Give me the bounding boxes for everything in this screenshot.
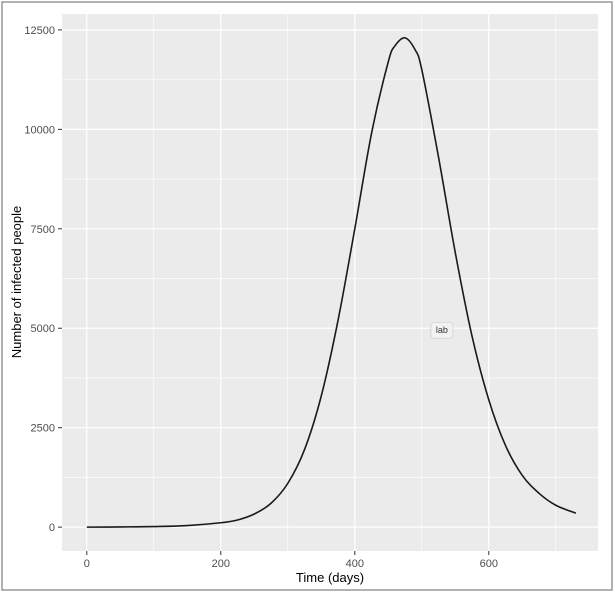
y-axis-title: Number of infected people xyxy=(9,206,24,358)
x-tick-label: 200 xyxy=(212,558,230,570)
plot-panel xyxy=(62,14,598,551)
y-tick-label: 5000 xyxy=(31,323,55,335)
y-axis-tick-labels: 0 2500 5000 7500 10000 12500 xyxy=(24,25,55,534)
infected-curve-line xyxy=(86,37,577,528)
annotation-label: lab xyxy=(430,321,454,339)
x-tick-label: 400 xyxy=(346,558,364,570)
y-tick-label: 0 xyxy=(49,522,55,534)
y-tick-label: 2500 xyxy=(31,423,55,435)
y-tick-label: 10000 xyxy=(24,124,55,136)
annotation-text: lab xyxy=(436,325,448,335)
y-tick-label: 7500 xyxy=(31,224,55,236)
minor-gridlines xyxy=(62,14,598,551)
x-axis-tick-labels: 0 200 400 600 xyxy=(84,558,498,570)
annotation-box xyxy=(430,321,454,339)
y-tick-label: 12500 xyxy=(24,25,55,37)
axis-ticks xyxy=(58,29,490,555)
x-tick-label: 600 xyxy=(480,558,498,570)
x-axis-title: Time (days) xyxy=(296,570,364,585)
x-tick-label: 0 xyxy=(84,558,90,570)
